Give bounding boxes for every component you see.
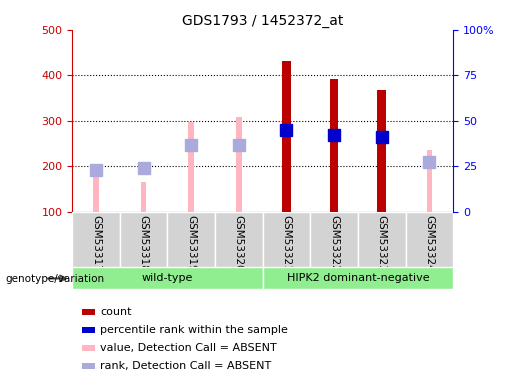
Text: GSM53318: GSM53318	[139, 214, 148, 272]
Bar	[72, 212, 119, 268]
Bar	[167, 212, 215, 268]
Text: GSM53321: GSM53321	[282, 214, 291, 272]
Bar	[215, 212, 263, 268]
Text: genotype/variation: genotype/variation	[5, 274, 104, 284]
Text: HIPK2 dominant-negative: HIPK2 dominant-negative	[287, 273, 429, 284]
Bar	[310, 212, 358, 268]
Bar	[426, 150, 432, 212]
Text: percentile rank within the sample: percentile rank within the sample	[100, 325, 288, 335]
Bar	[377, 90, 386, 212]
Bar	[236, 117, 242, 212]
Text: rank, Detection Call = ABSENT: rank, Detection Call = ABSENT	[100, 361, 272, 371]
Bar	[263, 212, 310, 268]
Title: GDS1793 / 1452372_at: GDS1793 / 1452372_at	[182, 13, 344, 28]
Bar	[358, 212, 405, 268]
Bar	[72, 267, 263, 290]
Text: GSM53319: GSM53319	[186, 214, 196, 272]
Bar	[93, 170, 99, 212]
Text: GSM53320: GSM53320	[234, 214, 244, 272]
Text: GSM53317: GSM53317	[91, 214, 101, 272]
Bar	[282, 61, 291, 212]
Bar	[330, 79, 338, 212]
Bar	[119, 212, 167, 268]
Text: value, Detection Call = ABSENT: value, Detection Call = ABSENT	[100, 343, 277, 353]
Bar	[188, 122, 194, 212]
Text: count: count	[100, 307, 132, 317]
Text: wild-type: wild-type	[142, 273, 193, 284]
Bar	[141, 182, 146, 212]
Text: GSM53322: GSM53322	[329, 214, 339, 272]
Text: GSM53324: GSM53324	[424, 214, 434, 272]
Bar	[263, 267, 453, 290]
Text: GSM53323: GSM53323	[377, 214, 387, 272]
Bar	[405, 212, 453, 268]
